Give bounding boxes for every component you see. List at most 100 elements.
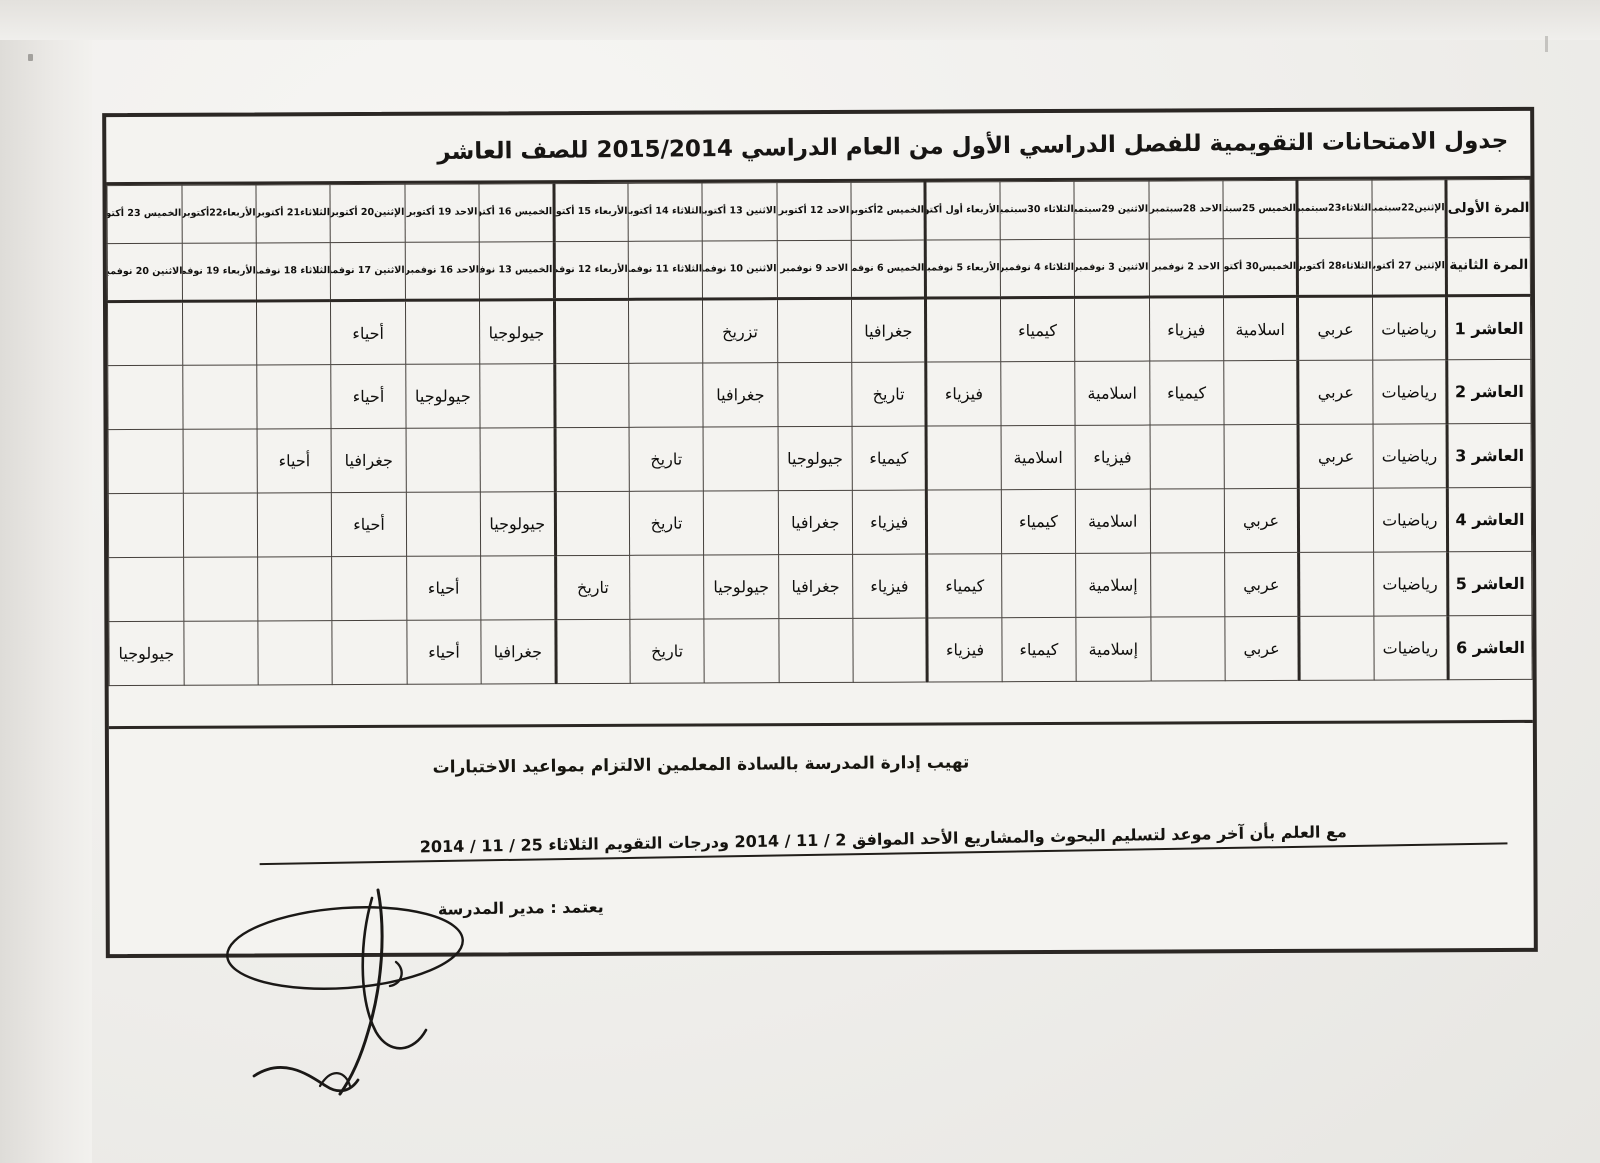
exam-date-cell: الخميس 2أكتوبر: [850, 182, 926, 241]
table-row: العاشر 3 رياضيات عربي فيزياء اسلامية كيمياء جي…: [108, 423, 1532, 494]
exam-subject-cell: [480, 555, 556, 620]
attendance-note: تهيب إدارة المدرسة بالسادة المعلمين الال…: [432, 752, 970, 778]
exam-subject-cell: [331, 556, 407, 621]
exam-subject-cell: [182, 300, 257, 366]
exam-subject-cell: [925, 297, 1001, 363]
exam-subject-cell: [479, 363, 555, 428]
exam-subject-cell: [1074, 297, 1150, 362]
class-label: العاشر 1: [1446, 295, 1531, 360]
exam-subject-cell: جغرافيا: [778, 554, 853, 619]
page-title: جدول الامتحانات التقويمية للفصل الدراسي …: [437, 127, 1509, 165]
exam-date-cell: الأربعاء 19 نوفمبر: [181, 242, 257, 302]
exam-subject-cell: أحياء: [406, 555, 482, 621]
exam-subject-cell: كيمياء: [852, 426, 927, 491]
exam-subject-cell: رياضيات: [1372, 423, 1448, 489]
scan-artifact-line: [1545, 36, 1548, 52]
exam-subject-cell: تاريخ: [555, 555, 630, 620]
exam-subject-cell: [703, 490, 779, 556]
exam-subject-cell: [1150, 616, 1226, 682]
exam-date-cell: الخميس 13 نوفمبر: [479, 241, 554, 300]
exam-subject-cell: فيزياء: [1075, 425, 1150, 490]
exam-subject-cell: [108, 429, 183, 494]
exam-date-cell: الخميس 23 أكتوبر: [106, 185, 182, 244]
exam-subject-cell: [554, 363, 629, 428]
exam-subject-cell: تاريخ: [629, 619, 705, 684]
exam-date-cell: الخميس 16 أكتوبر: [479, 183, 554, 242]
exam-subject-cell: [926, 489, 1002, 555]
page-top-shadow: [0, 0, 1600, 40]
exam-date-cell: الثلاثاء 11 نوفمبر: [628, 241, 703, 300]
exam-subject-cell: اسلامية: [1000, 425, 1076, 490]
date-header-row: المرة الأولى الإثنين22سبتمبر الثلاثاء23سبت…: [106, 179, 1531, 244]
exam-date-cell: الثلاثاء21 أكتوبر: [255, 184, 331, 243]
footer-notes: تهيب إدارة المدرسة بالسادة المعلمين الال…: [108, 719, 1534, 955]
exam-date-cell: الاثنين 3 نوفمبر: [1074, 239, 1149, 298]
exam-date-cell: الاثنين 20 نوفمبر: [107, 243, 183, 302]
table-body: المرة الأولى الإثنين22سبتمبر الثلاثاء23سبت…: [106, 179, 1533, 686]
exam-date-cell: الاحد 28سبتمبر: [1148, 180, 1224, 240]
exam-subject-cell: عربي: [1224, 488, 1299, 553]
table-row: العاشر 4 رياضيات عربي اسلامية كيمياء فيزياء جغ…: [108, 487, 1532, 558]
exam-subject-cell: جيولوجيا: [703, 554, 779, 620]
exam-subject-cell: كيمياء: [1149, 360, 1224, 426]
exam-date-cell: الخميس 6 نوفمبر: [851, 240, 926, 299]
exam-subject-cell: [257, 492, 332, 557]
exam-subject-cell: [256, 300, 332, 365]
exam-subject-cell: عربي: [1297, 296, 1373, 361]
exam-subject-cell: [1150, 552, 1225, 618]
exam-subject-cell: [778, 618, 854, 683]
exam-subject-cell: إسلامية: [1075, 553, 1151, 618]
exam-subject-cell: [183, 556, 258, 622]
deadline-note: مع العلم بأن آخر موعد لتسليم البحوث والم…: [259, 819, 1508, 866]
exam-subject-cell: [183, 620, 259, 686]
exam-subject-cell: رياضيات: [1372, 487, 1448, 553]
class-label: العاشر 5: [1447, 551, 1532, 616]
exam-subject-cell: [1298, 488, 1374, 553]
exam-subject-cell: إسلامية: [1075, 617, 1151, 682]
exam-date-cell: الأربعاء22أكتوبر: [181, 184, 257, 244]
exam-subject-cell: جيولوجيا: [480, 491, 556, 556]
exam-subject-cell: [926, 425, 1002, 491]
exam-subject-cell: اسلامية: [1223, 296, 1299, 361]
exam-subject-cell: [554, 491, 630, 556]
exam-subject-cell: [1149, 424, 1225, 490]
exam-subject-cell: جيولوجيا: [405, 363, 481, 429]
exam-subject-cell: [182, 428, 258, 494]
exam-subject-cell: [555, 619, 631, 684]
exam-subject-cell: [107, 365, 183, 430]
table-row: العاشر 1 رياضيات عربي اسلامية فيزياء كيمياء جغ…: [107, 295, 1531, 366]
exam-subject-cell: جيولوجيا: [479, 299, 555, 364]
exam-subject-cell: [628, 363, 704, 428]
exam-subject-cell: [108, 493, 184, 558]
exam-subject-cell: تاريخ: [851, 362, 927, 427]
exam-subject-cell: [405, 299, 480, 365]
exam-date-cell: الإثنين 27 أكتوبر: [1371, 237, 1447, 297]
exam-date-cell: الإثنين20 أكتوبر: [330, 184, 405, 243]
exam-date-cell: الإثنين22سبتمبر: [1371, 179, 1447, 239]
exam-date-cell: الثلاثاء28 أكتوبر: [1297, 238, 1373, 297]
exam-date-cell: الاثنين 13 أكتوبر: [702, 182, 777, 242]
exam-subject-cell: أحياء: [331, 492, 407, 557]
exam-schedule-table: المرة الأولى الإثنين22سبتمبر الثلاثاء23سبت…: [106, 179, 1533, 686]
exam-subject-cell: [777, 362, 853, 427]
exam-subject-cell: كيمياء: [1001, 489, 1076, 554]
exam-subject-cell: عربي: [1298, 424, 1373, 489]
exam-date-cell: الاحد 16 نوفمبر: [404, 241, 480, 301]
exam-subject-cell: [480, 427, 555, 492]
exam-subject-cell: [256, 364, 332, 429]
exam-schedule-form: جدول الامتحانات التقويمية للفصل الدراسي …: [102, 106, 1538, 959]
exam-subject-cell: عربي: [1224, 552, 1300, 617]
scan-artifact-speck: [28, 54, 33, 61]
exam-subject-cell: كيمياء: [926, 553, 1002, 619]
exam-date-cell: الثلاثاء 14 أكتوبر: [627, 183, 703, 242]
exam-subject-cell: كيمياء: [1001, 617, 1077, 682]
exam-subject-cell: رياضيات: [1372, 359, 1448, 425]
exam-date-cell: الأربعاء 12 نوفمبر: [553, 241, 629, 300]
exam-subject-cell: اسلامية: [1074, 361, 1150, 426]
exam-subject-cell: جغرافيا: [481, 619, 556, 684]
exam-date-cell: الاثنين 10 نوفمبر: [702, 240, 778, 300]
exam-subject-cell: تاريخ: [629, 491, 704, 556]
exam-subject-cell: [704, 618, 779, 684]
exam-subject-cell: [1299, 616, 1374, 681]
